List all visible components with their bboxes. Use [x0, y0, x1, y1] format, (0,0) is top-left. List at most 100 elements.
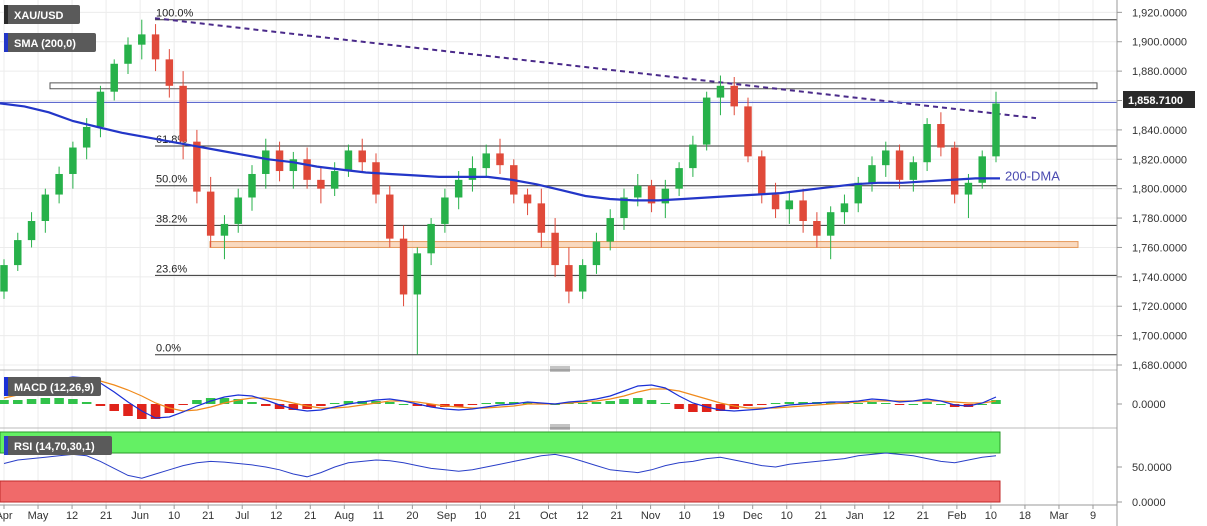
macd-histogram-bar — [329, 403, 340, 404]
candle-body — [441, 197, 449, 224]
price-tick-label: 1,920.0000 — [1132, 7, 1187, 19]
panel-resize-handle-1[interactable] — [550, 366, 570, 372]
candle-body — [344, 150, 353, 172]
rsi-panel[interactable] — [0, 431, 1001, 503]
panel-resize-handle-2[interactable] — [550, 424, 570, 430]
price-tick-label: 1,680.0000 — [1132, 360, 1187, 372]
macd-histogram-bar — [784, 402, 795, 404]
fib-label: 50.0% — [156, 174, 187, 186]
candle-body — [248, 173, 256, 198]
time-tick-label: 21 — [917, 510, 929, 522]
macd-histogram-bar — [261, 404, 271, 406]
price-tick-label: 1,820.0000 — [1132, 154, 1187, 166]
time-tick-label: 21 — [202, 510, 214, 522]
candle-body — [799, 200, 807, 221]
candle-body — [317, 179, 325, 189]
macd-histogram-bar — [68, 399, 78, 404]
macd-histogram-bar — [233, 399, 243, 404]
candle-body — [330, 171, 339, 189]
candle-body — [110, 63, 118, 92]
time-tick-label: 10 — [679, 510, 691, 522]
fib-label: 38.2% — [156, 213, 187, 225]
macd-histogram-bar — [343, 401, 354, 404]
macd-panel[interactable] — [0, 376, 1001, 419]
candle-body — [606, 218, 614, 242]
macd-histogram-bar — [977, 404, 987, 405]
macd-histogram-bar — [591, 402, 602, 404]
symbol-badge[interactable]: XAU/USD — [4, 5, 80, 24]
macd-histogram-bar — [453, 404, 464, 407]
price-tick-label: 1,880.0000 — [1132, 66, 1187, 78]
time-tick-label: 12 — [883, 510, 895, 522]
macd-histogram-bar — [894, 404, 905, 405]
sma-badge[interactable]: SMA (200,0) — [4, 33, 96, 52]
candle-body — [909, 162, 918, 180]
time-tick-label: 9 — [1090, 510, 1096, 522]
macd-histogram-bar — [192, 400, 202, 404]
macd-histogram-bar — [40, 398, 51, 404]
macd-histogram-bar — [605, 401, 615, 404]
candle-body — [496, 153, 504, 166]
candle-body — [165, 59, 174, 86]
time-tick-label: 21 — [304, 510, 316, 522]
candle-body — [289, 159, 298, 172]
candle-body — [813, 221, 821, 236]
rsi-badge[interactable]: RSI (14,70,30,1) — [4, 436, 112, 455]
falling-trendline — [154, 17, 1037, 120]
candle-body — [868, 165, 876, 183]
candle-body — [565, 265, 573, 292]
macd-tick-label: 0.0000 — [1132, 399, 1166, 411]
price-panel[interactable]: 100.0%61.8%50.0%38.2%23.6%0.0% 200-DMA — [0, 8, 1117, 356]
time-tick-label: Jun — [131, 510, 149, 522]
macd-histogram-bar — [922, 402, 932, 404]
candle-body — [27, 221, 36, 241]
macd-histogram-bar — [178, 404, 188, 405]
time-tick-label: 19 — [713, 510, 725, 522]
time-tick-label: Jul — [235, 510, 249, 522]
candlesticks — [0, 19, 1000, 355]
macd-histogram-bar — [509, 402, 519, 404]
macd-histogram-bar — [633, 398, 643, 404]
macd-badge[interactable]: MACD (12,26,9) — [4, 377, 101, 396]
time-tick-label: 10 — [985, 510, 997, 522]
time-tick-label: Feb — [947, 510, 966, 522]
macd-histogram-bar — [123, 404, 133, 416]
price-tick-label: 1,780.0000 — [1132, 213, 1187, 225]
time-tick-label: 21 — [815, 510, 827, 522]
candle-body — [785, 200, 794, 210]
last-price-tag-text: 1,858.7100 — [1128, 95, 1183, 107]
rsi-overbought-zone — [0, 431, 1001, 454]
macd-histogram-bar — [481, 403, 491, 404]
candle-body — [413, 253, 422, 295]
price-tick-label: 1,840.0000 — [1132, 125, 1187, 137]
macd-histogram-bar — [0, 400, 9, 404]
candle-body — [716, 85, 725, 98]
time-axis[interactable]: Apr May 12 21 Jun 10 21 Jul 12 21 Aug 11 20 Sep 10 21 Oc… — [0, 505, 1096, 522]
macd-histogram-bar — [54, 398, 64, 404]
candle-body — [468, 168, 477, 180]
macd-line — [3, 376, 997, 419]
grid — [0, 0, 1117, 505]
candle-body — [895, 150, 904, 180]
candle-body — [482, 153, 490, 169]
candle-body — [592, 241, 601, 266]
candle-body — [82, 126, 91, 148]
price-axis[interactable]: 1,920.00001,900.00001,880.00001,860.0000… — [1117, 7, 1187, 372]
candle-body — [96, 91, 105, 127]
macd-histogram-bar — [412, 404, 423, 406]
macd-label: MACD (12,26,9) — [14, 382, 94, 394]
candle-body — [937, 124, 945, 148]
candle-body — [978, 156, 986, 183]
candle-body — [138, 34, 146, 45]
rsi-line — [3, 452, 997, 479]
time-tick-label: Mar — [1049, 510, 1068, 522]
candle-body — [744, 106, 752, 157]
macd-histogram-bar — [13, 400, 23, 404]
candle-body — [950, 147, 959, 195]
macd-histogram-bar — [936, 404, 946, 405]
candle-body — [578, 265, 587, 292]
candle-body — [758, 156, 766, 195]
candle-body — [647, 185, 656, 204]
time-tick-label: Aug — [335, 510, 355, 522]
